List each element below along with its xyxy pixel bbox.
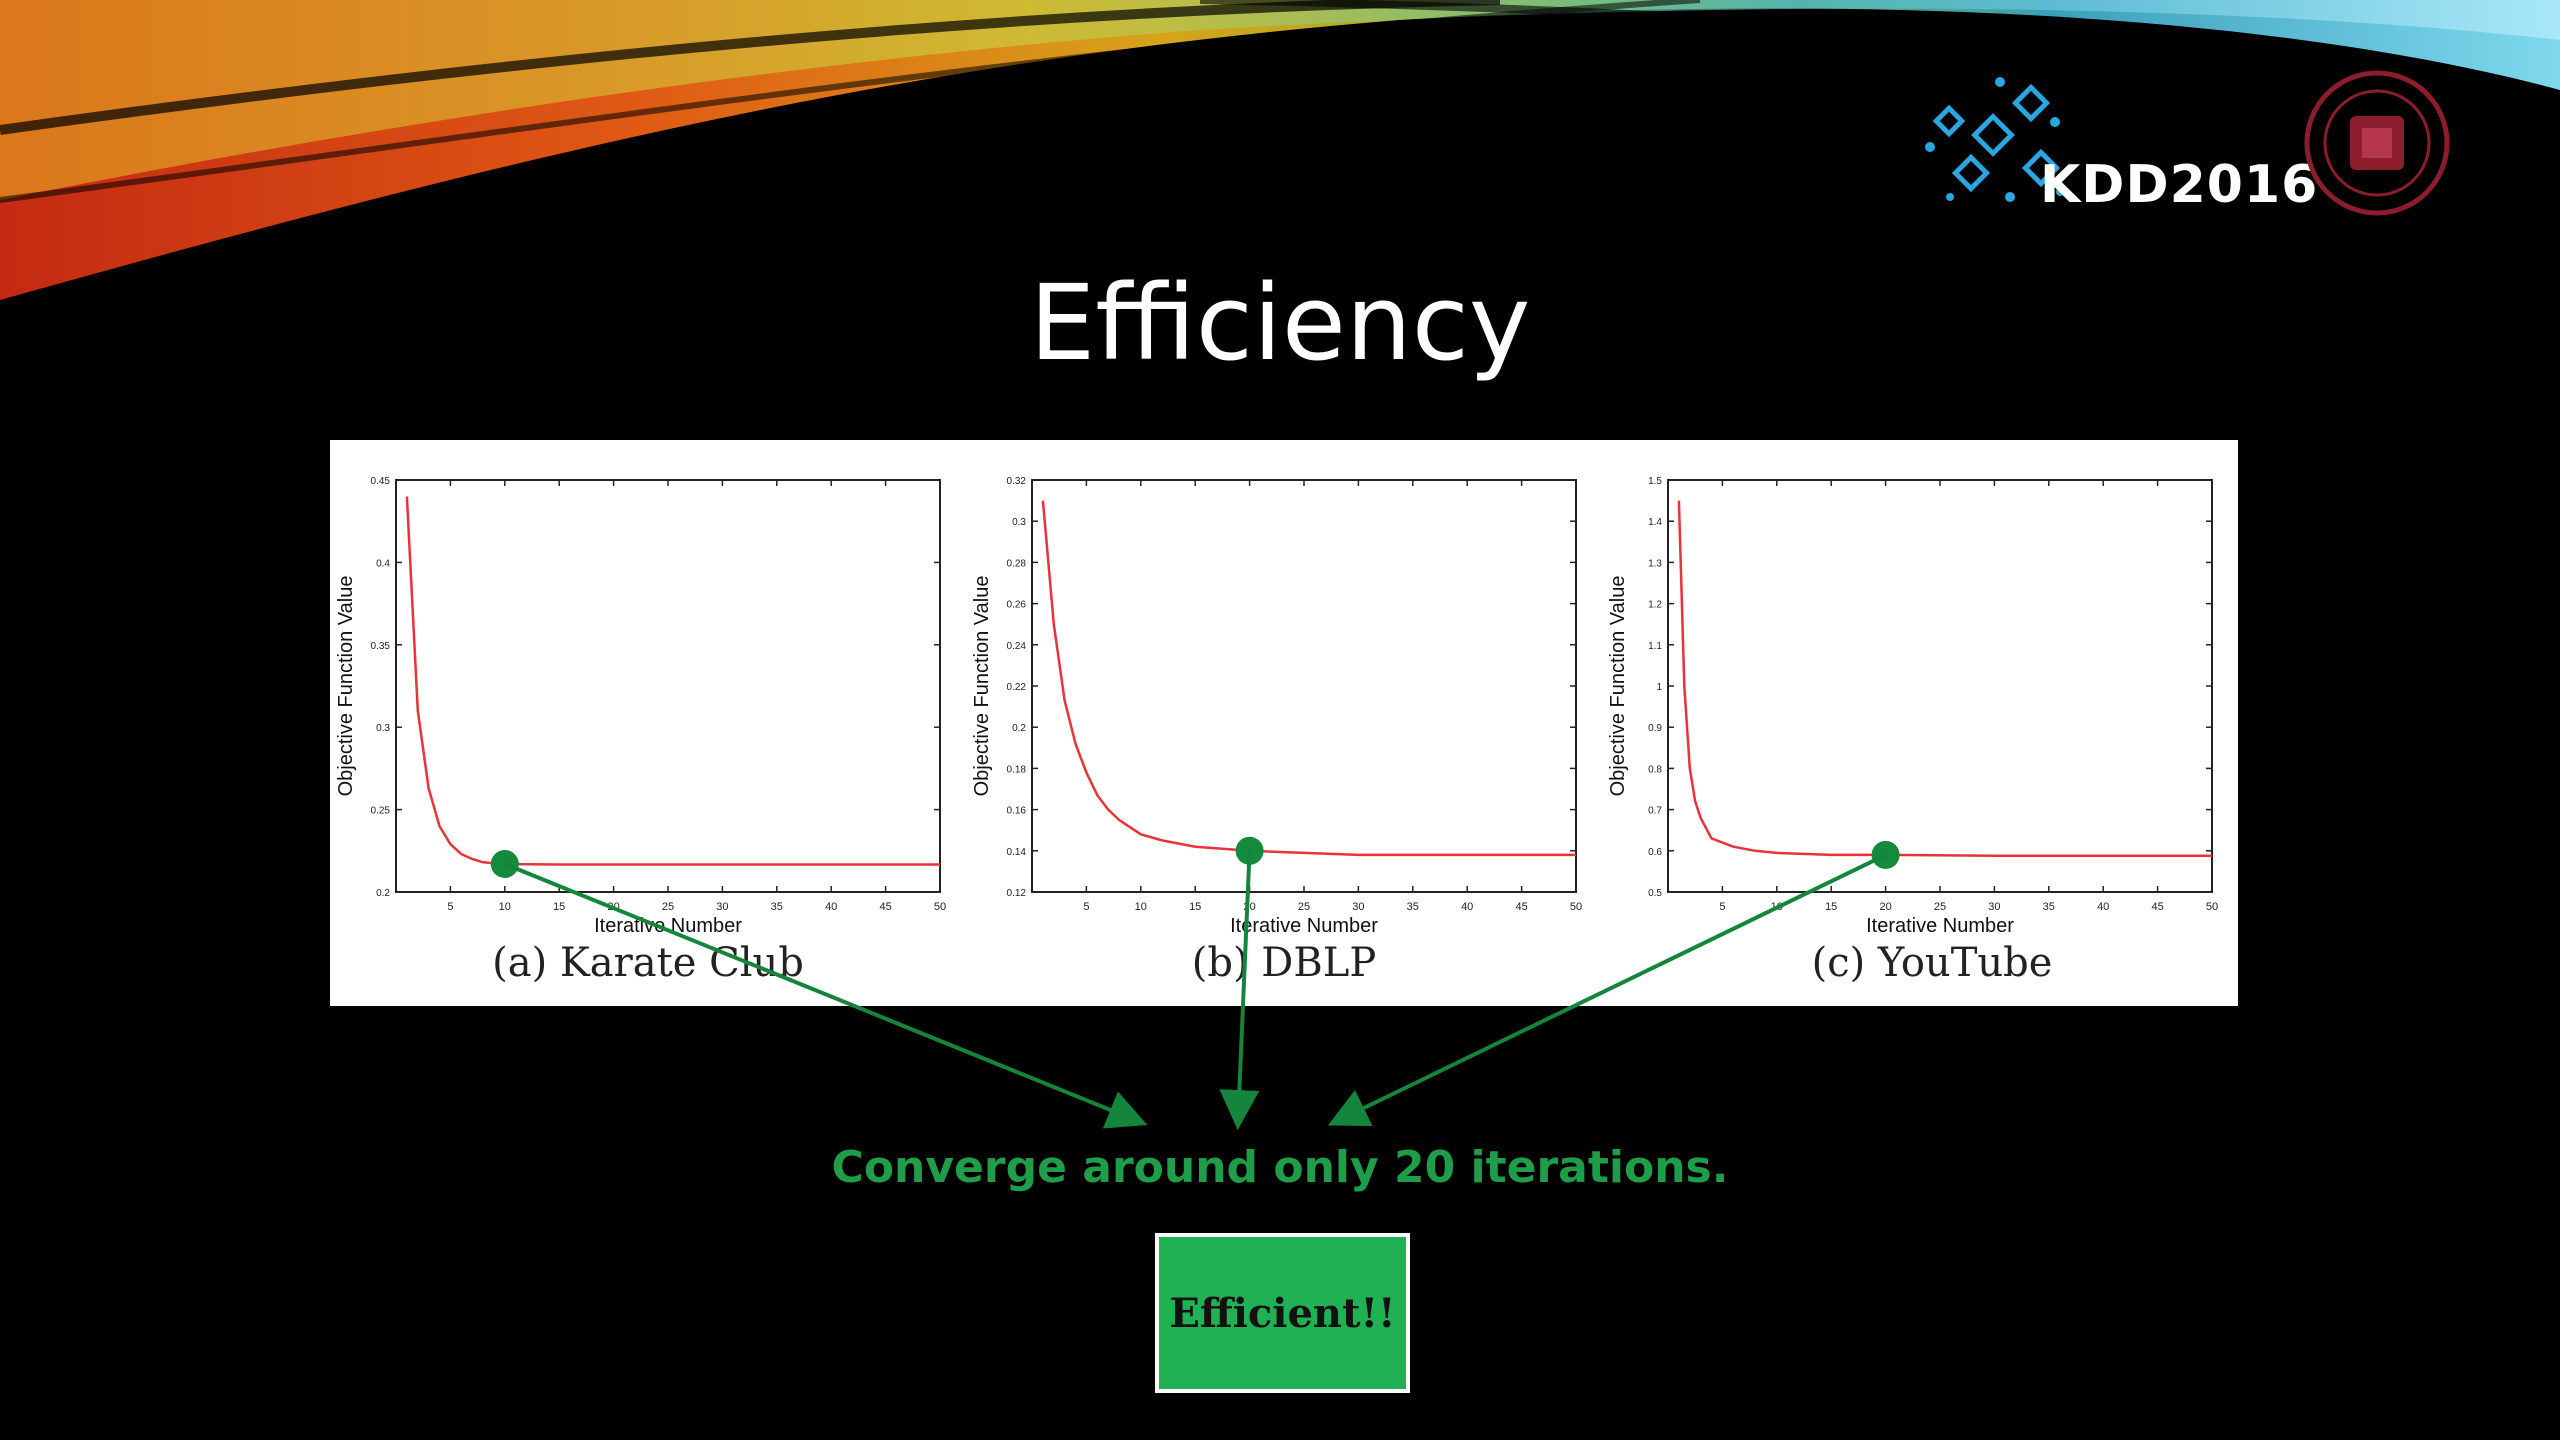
- y-axis-label: Objective Function Value: [335, 576, 357, 797]
- y-tick-label: 0.6: [1648, 847, 1662, 858]
- plot-frame: [1667, 479, 2213, 893]
- objective-curve: [1677, 500, 2212, 857]
- x-axis-label: Iterative Number: [1866, 915, 2014, 937]
- x-tick-label: 40: [825, 901, 837, 913]
- y-tick-label: 0.9: [1648, 723, 1662, 734]
- caption-dblp: (b) DBLP: [1191, 940, 1377, 986]
- y-tick-label: 0.2: [376, 888, 390, 899]
- x-tick-label: 45: [2151, 901, 2163, 913]
- x-tick-label: 5: [1719, 901, 1725, 913]
- x-tick-label: 10: [1135, 901, 1147, 913]
- caption-youtube: (c) YouTube: [1811, 940, 2053, 986]
- efficient-badge: Efficient!!: [1155, 1233, 1410, 1393]
- y-axis-label: Objective Function Value: [971, 576, 993, 797]
- y-tick-label: 0.28: [1007, 558, 1027, 569]
- y-tick-label: 0.8: [1648, 764, 1662, 775]
- chart-karate-club: 5 10 15 20 25 30 35 40 45 50 0.2 0.25 0.3 0.35 0.4 0.45…: [335, 476, 946, 937]
- logo-text: KDD2016: [2040, 155, 2319, 215]
- chart-dblp: 5 10 15 20 25 30 35 40 45 50 0.12 0.14 0.16 0.18 0.2 0.…: [971, 476, 1582, 937]
- x-tick-label: 20: [1879, 901, 1891, 913]
- university-seal-icon: [2304, 70, 2450, 216]
- y-tick-label: 0.4: [376, 558, 390, 569]
- x-tick-label: 5: [447, 901, 453, 913]
- y-tick-label: 0.2: [1012, 723, 1026, 734]
- x-tick-label: 35: [1407, 901, 1419, 913]
- slide-title: Efficiency: [1029, 262, 1531, 384]
- y-tick-label: 1.5: [1648, 476, 1662, 487]
- y-tick-label: 0.32: [1007, 476, 1027, 487]
- y-tick-label: 0.45: [371, 476, 391, 487]
- caption-karate-club: (a) Karate Club: [492, 940, 804, 986]
- x-tick-label: 50: [934, 901, 946, 913]
- convergence-marker: [490, 849, 519, 878]
- x-tick-label: 40: [2097, 901, 2109, 913]
- x-tick-label: 50: [2206, 901, 2218, 913]
- x-tick-label: 35: [771, 901, 783, 913]
- x-tick-label: 25: [1934, 901, 1946, 913]
- x-tick-label: 30: [716, 901, 728, 913]
- y-tick-label: 1: [1656, 682, 1662, 693]
- y-tick-label: 0.24: [1007, 641, 1027, 652]
- y-tick-label: 0.3: [1012, 517, 1026, 528]
- y-tick-label: 0.14: [1007, 847, 1027, 858]
- figure-panel: 5 10 15 20 25 30 35 40 45 50 0.2 0.25 0.3 0.35 0.4 0.45…: [330, 440, 2238, 1006]
- y-tick-label: 0.5: [1648, 888, 1662, 899]
- y-tick-label: 0.12: [1007, 888, 1027, 899]
- x-tick-label: 25: [1298, 901, 1310, 913]
- plot-frame: [1031, 479, 1577, 893]
- x-tick-label: 15: [1825, 901, 1837, 913]
- y-tick-label: 0.7: [1648, 806, 1662, 817]
- x-tick-label: 45: [1515, 901, 1527, 913]
- x-tick-label: 10: [499, 901, 511, 913]
- x-tick-label: 30: [1352, 901, 1364, 913]
- x-tick-label: 25: [662, 901, 674, 913]
- y-tick-label: 1.1: [1648, 641, 1662, 652]
- x-tick-label: 45: [879, 901, 891, 913]
- x-axis-label: Iterative Number: [1230, 915, 1378, 937]
- y-tick-label: 1.4: [1648, 517, 1662, 528]
- objective-curve: [1041, 500, 1576, 857]
- x-tick-label: 10: [1771, 901, 1783, 913]
- conclusion-text: Converge around only 20 iterations.: [831, 1142, 1729, 1193]
- x-tick-label: 20: [607, 901, 619, 913]
- x-tick-label: 50: [1570, 901, 1582, 913]
- x-tick-label: 15: [553, 901, 565, 913]
- x-axis-label: Iterative Number: [594, 915, 742, 937]
- plot-frame: [395, 479, 941, 893]
- convergence-marker: [1235, 836, 1264, 865]
- efficient-badge-label: Efficient!!: [1169, 1289, 1396, 1337]
- y-tick-label: 0.25: [371, 806, 391, 817]
- x-tick-label: 20: [1243, 901, 1255, 913]
- y-axis-label: Objective Function Value: [1607, 576, 1629, 797]
- convergence-marker: [1871, 840, 1900, 869]
- y-tick-label: 1.3: [1648, 558, 1662, 569]
- y-tick-label: 0.35: [371, 641, 391, 652]
- y-tick-label: 0.26: [1007, 600, 1027, 611]
- x-tick-label: 35: [2043, 901, 2055, 913]
- y-tick-label: 0.16: [1007, 806, 1027, 817]
- x-tick-label: 5: [1083, 901, 1089, 913]
- y-tick-label: 0.18: [1007, 764, 1027, 775]
- chart-youtube: 5 10 15 20 25 30 35 40 45 50 0.5 0.6 0.7 0.8 0.9 1 1.1 1.…: [1607, 476, 2218, 937]
- x-tick-label: 15: [1189, 901, 1201, 913]
- decorative-banner: [0, 0, 2560, 300]
- x-tick-label: 30: [1988, 901, 2000, 913]
- x-tick-label: 40: [1461, 901, 1473, 913]
- y-tick-label: 0.22: [1007, 682, 1027, 693]
- kdd-logo-icon: [1925, 77, 2064, 202]
- y-tick-label: 0.3: [376, 723, 390, 734]
- y-tick-label: 1.2: [1648, 600, 1662, 611]
